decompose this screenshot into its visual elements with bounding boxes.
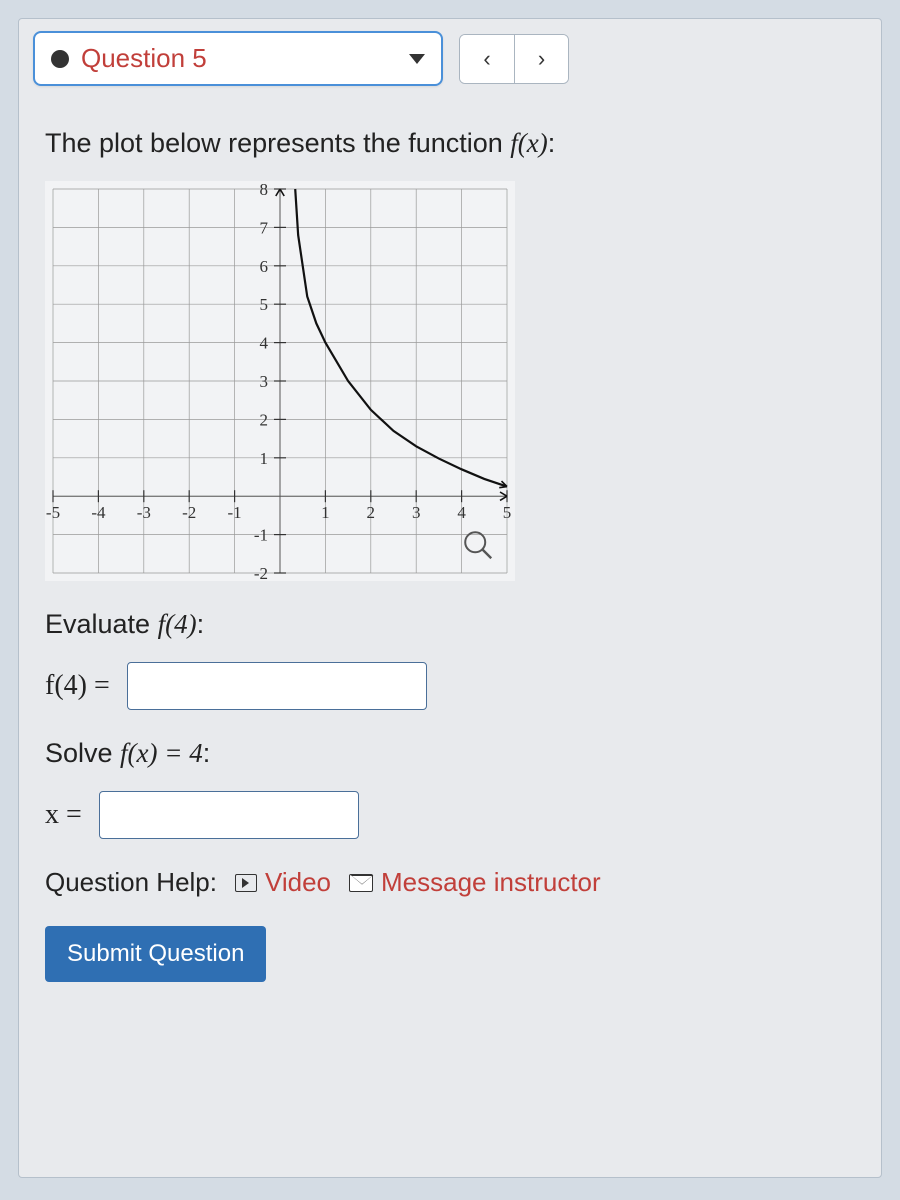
svg-text:2: 2 — [260, 410, 269, 429]
next-question-button[interactable]: › — [514, 35, 568, 83]
svg-text:2: 2 — [367, 503, 376, 522]
svg-text:-1: -1 — [254, 526, 268, 545]
svg-text:-1: -1 — [228, 503, 242, 522]
function-plot: -5 -4 -3 -2 -1 1 2 3 4 5 -2 -1 1 2 3 4 5 6 7 8 — [45, 181, 515, 581]
evaluate-answer-label: f(4) = — [45, 670, 113, 702]
question-nav: ‹ › — [459, 34, 569, 84]
svg-text:4: 4 — [260, 334, 269, 353]
solve-answer-row: x = — [45, 791, 855, 839]
message-instructor-link[interactable]: Message instructor — [349, 867, 601, 898]
chart-svg: -5 -4 -3 -2 -1 1 2 3 4 5 -2 -1 1 2 3 4 5 6 7 8 — [45, 181, 515, 581]
zoom-icon[interactable] — [465, 532, 491, 558]
svg-text:7: 7 — [260, 218, 269, 237]
mail-icon — [349, 874, 373, 892]
message-instructor-text: Message instructor — [381, 867, 601, 898]
svg-text:4: 4 — [457, 503, 466, 522]
svg-text:3: 3 — [412, 503, 421, 522]
help-row: Question Help: Video Message instructor — [45, 867, 855, 898]
submit-question-button[interactable]: Submit Question — [45, 926, 266, 982]
status-dot-icon — [51, 50, 69, 68]
chevron-down-icon — [409, 54, 425, 64]
svg-text:5: 5 — [503, 503, 512, 522]
solve-expr: f(x) = 4 — [120, 738, 203, 768]
solve-before: Solve — [45, 738, 120, 768]
svg-text:-2: -2 — [182, 503, 196, 522]
topbar: Question 5 ‹ › — [19, 19, 881, 98]
prompt-text: The plot below represents the function f… — [45, 128, 855, 159]
chevron-left-icon: ‹ — [483, 46, 490, 72]
question-panel: Question 5 ‹ › The plot below represents… — [18, 18, 882, 1178]
solve-answer-input[interactable] — [99, 791, 359, 839]
svg-text:6: 6 — [260, 257, 269, 276]
question-label: Question 5 — [81, 43, 207, 74]
svg-text:-5: -5 — [46, 503, 60, 522]
solve-label: Solve f(x) = 4: — [45, 738, 855, 769]
prev-question-button[interactable]: ‹ — [460, 35, 514, 83]
svg-text:1: 1 — [260, 449, 269, 468]
svg-text:8: 8 — [260, 181, 269, 199]
chevron-right-icon: › — [538, 46, 545, 72]
evaluate-answer-input[interactable] — [127, 662, 427, 710]
video-help-link[interactable]: Video — [235, 867, 331, 898]
svg-text:5: 5 — [260, 295, 269, 314]
prompt-fx: f(x) — [510, 128, 547, 158]
submit-label: Submit Question — [67, 940, 244, 967]
question-content: The plot below represents the function f… — [19, 98, 881, 1002]
evaluate-answer-row: f(4) = — [45, 662, 855, 710]
help-label: Question Help: — [45, 867, 217, 898]
eval-expr: f(4) — [158, 609, 197, 639]
eval-before: Evaluate — [45, 609, 158, 639]
svg-text:1: 1 — [321, 503, 330, 522]
video-help-text: Video — [265, 867, 331, 898]
eval-after: : — [197, 609, 205, 639]
svg-text:-4: -4 — [91, 503, 106, 522]
video-icon — [235, 874, 257, 892]
solve-answer-label: x = — [45, 799, 85, 831]
prompt-before: The plot below represents the function — [45, 128, 510, 158]
svg-text:-2: -2 — [254, 564, 268, 581]
solve-after: : — [203, 738, 211, 768]
svg-text:-3: -3 — [137, 503, 151, 522]
evaluate-label: Evaluate f(4): — [45, 609, 855, 640]
question-selector-dropdown[interactable]: Question 5 — [33, 31, 443, 86]
svg-text:3: 3 — [260, 372, 269, 391]
prompt-after: : — [548, 128, 556, 158]
